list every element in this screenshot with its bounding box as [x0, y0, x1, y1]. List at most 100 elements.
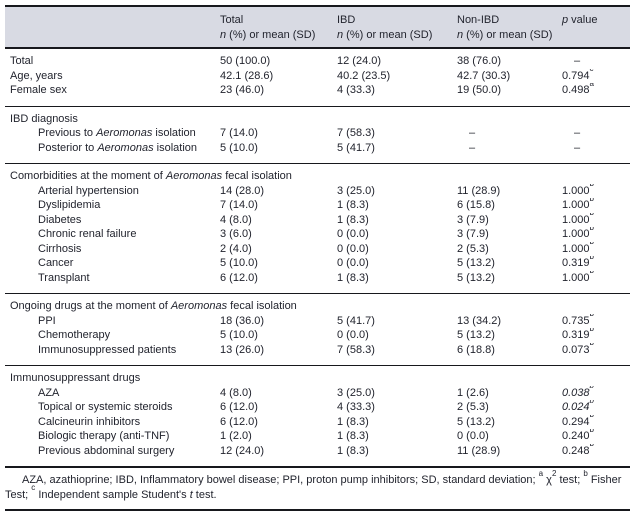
cell-nonibd: 3 (7.9) — [457, 228, 489, 240]
cell-total: 5 (10.0) — [220, 141, 258, 154]
cell-total: 14 (28.0) — [220, 184, 265, 197]
row-label: Cirrhosis — [38, 242, 82, 255]
table-section-2: Comorbidities at the moment of Aeromonas… — [5, 163, 630, 294]
cell-pvalue: 0.294b — [562, 414, 594, 428]
cell-nonibd: 0 (0.0) — [457, 430, 489, 442]
row-label: Previous to Aeromonas isolation — [38, 127, 196, 139]
cell-pvalue: 0.319b — [562, 328, 594, 341]
cell-pvalue: 1.000b — [562, 241, 594, 255]
row-label: Dyslipidemia — [38, 199, 101, 211]
cell-ibd: 4 (33.3) — [337, 84, 375, 96]
cell-pvalue: 0.038b — [562, 385, 594, 399]
row-label: Chemotherapy — [38, 329, 111, 341]
table-footnote: AZA, azathioprine; IBD, Inflammatory bow… — [5, 468, 630, 511]
section-header-row: Immunosuppressant drugs — [5, 366, 630, 386]
cell-pvalue: 0.248b — [562, 443, 594, 457]
table-row: Transplant 6 (12.0) 1 (8.3) 5 (13.2) 1.000b — [5, 271, 630, 294]
cell-total: 23 (46.0) — [220, 84, 265, 96]
row-label: Diabetes — [38, 213, 82, 226]
cell-nonibd: 1 (2.6) — [457, 386, 489, 399]
cell-ibd: 1 (8.3) — [337, 271, 369, 284]
table-row: Age, years 42.1 (28.6) 40.2 (23.5) 42.7 (30… — [5, 69, 630, 84]
section-header-row: Comorbidities at the moment of Aeromonas… — [5, 164, 630, 184]
section-header-label: IBD diagnosis — [10, 112, 78, 125]
cell-pvalue: – — [574, 55, 581, 67]
cell-ibd: 7 (58.3) — [337, 343, 375, 356]
cell-total: 42.1 (28.6) — [220, 69, 274, 82]
section-header-row: IBD diagnosis — [5, 106, 630, 126]
table-header-row: Total n (%) or mean (SD) IBD n (%) or mean … — [5, 5, 630, 49]
cell-total: 5 (10.0) — [220, 257, 258, 269]
cell-nonibd: 6 (18.8) — [457, 343, 495, 356]
cell-ibd: 0 (0.0) — [337, 242, 369, 255]
cell-pvalue: 0.024b — [562, 400, 594, 413]
cell-total: 6 (12.0) — [220, 401, 258, 413]
cell-nonibd: 2 (5.3) — [457, 401, 489, 413]
cell-nonibd: 3 (7.9) — [457, 213, 489, 226]
section-header-label: Ongoing drugs at the moment of Aeromonas… — [10, 300, 297, 312]
cell-nonibd: 13 (34.2) — [457, 314, 502, 327]
row-label: Arterial hypertension — [38, 184, 139, 197]
cell-total: 3 (6.0) — [220, 228, 252, 240]
table-row: Female sex 23 (46.0) 4 (33.3) 19 (50.0) 0.49… — [5, 83, 630, 106]
cell-pvalue: 0.498a — [562, 83, 594, 96]
cell-total: 1 (2.0) — [220, 430, 252, 442]
cell-nonibd: 38 (76.0) — [457, 55, 502, 67]
column-header-ibd: IBD n (%) or mean (SD) — [337, 5, 457, 49]
table-row: Chronic renal failure 3 (6.0) 0 (0.0) 3 (7.… — [5, 227, 630, 242]
cell-ibd: 1 (8.3) — [337, 213, 369, 226]
section-header-label: Comorbidities at the moment of Aeromonas… — [10, 170, 292, 182]
cell-nonibd: 5 (13.2) — [457, 271, 495, 284]
cell-nonibd: 19 (50.0) — [457, 84, 502, 96]
row-label: Topical or systemic steroids — [38, 401, 173, 413]
cell-nonibd: – — [469, 127, 476, 139]
row-label: Posterior to Aeromonas isolation — [38, 141, 197, 154]
cell-ibd: 4 (33.3) — [337, 401, 375, 413]
cell-nonibd: 6 (15.8) — [457, 199, 495, 211]
cell-pvalue: 0.794c — [562, 68, 594, 82]
cell-nonibd: – — [469, 141, 476, 154]
section-header-label: Immunosuppressant drugs — [10, 372, 141, 384]
column-header-pvalue: p value — [562, 5, 630, 49]
cell-ibd: 1 (8.3) — [337, 199, 369, 211]
column-header-nonibd: Non-IBD n (%) or mean (SD) — [457, 5, 562, 49]
cell-ibd: 1 (8.3) — [337, 444, 369, 457]
cell-nonibd: 5 (13.2) — [457, 257, 495, 269]
cell-ibd: 0 (0.0) — [337, 228, 369, 240]
table-row: Previous to Aeromonas isolation 7 (14.0) 7… — [5, 126, 630, 141]
column-header-total: Total n (%) or mean (SD) — [220, 5, 337, 49]
cell-pvalue: 0.240b — [562, 429, 594, 442]
table-row: PPI 18 (36.0) 5 (41.7) 13 (34.2) 0.735b — [5, 314, 630, 329]
table-section-0: Total 50 (100.0) 12 (24.0) 38 (76.0) – Age, y… — [5, 48, 630, 106]
cell-total: 6 (12.0) — [220, 415, 258, 428]
table-row: Biologic therapy (anti-TNF) 1 (2.0) 1 (8.3… — [5, 429, 630, 444]
table-row: Arterial hypertension 14 (28.0) 3 (25.0) 11… — [5, 184, 630, 199]
table-section-4: Immunosuppressant drugs AZA 4 (8.0) 3 (25.0… — [5, 365, 630, 468]
cell-total: 7 (14.0) — [220, 127, 258, 139]
cell-total: 13 (26.0) — [220, 343, 265, 356]
cell-nonibd: 42.7 (30.3) — [457, 69, 511, 82]
row-label: PPI — [38, 314, 56, 327]
table-section-1: IBD diagnosis Previous to Aeromonas isola… — [5, 106, 630, 164]
row-label: Female sex — [10, 84, 67, 96]
cell-total: 50 (100.0) — [220, 55, 271, 67]
cell-total: 6 (12.0) — [220, 271, 258, 284]
cell-ibd: 12 (24.0) — [337, 55, 382, 67]
cell-ibd: 1 (8.3) — [337, 415, 369, 428]
cell-ibd: 3 (25.0) — [337, 184, 375, 197]
table-row: Calcineurin inhibitors 6 (12.0) 1 (8.3) 5 (… — [5, 415, 630, 430]
row-label: Calcineurin inhibitors — [38, 415, 141, 428]
row-label: AZA — [38, 386, 60, 399]
row-label: Immunosuppressed patients — [38, 343, 177, 356]
table-row: Immunosuppressed patients 13 (26.0) 7 (58.… — [5, 343, 630, 366]
cell-nonibd: 11 (28.9) — [457, 444, 501, 457]
table-row: Topical or systemic steroids 6 (12.0) 4 (3… — [5, 400, 630, 415]
row-label: Age, years — [10, 69, 63, 82]
table-row: Cancer 5 (10.0) 0 (0.0) 5 (13.2) 0.319b — [5, 256, 630, 271]
cell-total: 18 (36.0) — [220, 314, 265, 327]
cell-pvalue: 1.000b — [562, 212, 594, 226]
table-row: Cirrhosis 2 (4.0) 0 (0.0) 2 (5.3) 1.000b — [5, 242, 630, 257]
cell-ibd: 3 (25.0) — [337, 386, 375, 399]
cell-total: 5 (10.0) — [220, 329, 258, 341]
